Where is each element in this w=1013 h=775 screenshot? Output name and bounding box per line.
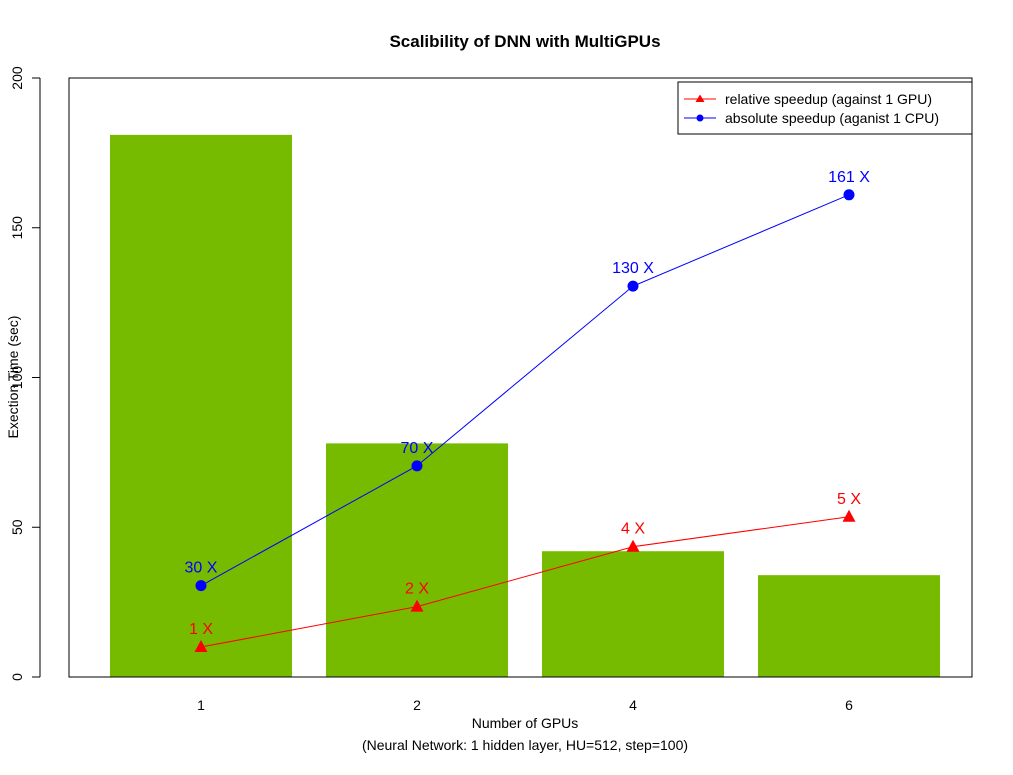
y-tick-label: 200 (9, 66, 25, 90)
data-point (626, 539, 640, 552)
data-point (627, 280, 639, 292)
x-tick-label: 6 (845, 697, 853, 713)
x-axis-label: Number of GPUs (472, 715, 579, 731)
chart-title: Scalibility of DNN with MultiGPUs (389, 32, 660, 51)
data-point (410, 599, 424, 612)
x-tick-label: 1 (197, 697, 205, 713)
y-tick-label: 100 (9, 366, 25, 390)
plot-frame (68, 77, 973, 678)
data-label: 1 X (189, 621, 213, 638)
x-axis: 1 2 4 6 (197, 697, 853, 713)
data-label: 5 X (837, 491, 861, 508)
data-point (194, 640, 208, 653)
bars-group (110, 134, 940, 677)
data-point (842, 509, 856, 522)
y-tick-label: 150 (9, 216, 25, 240)
bar (542, 551, 724, 677)
legend-label-relative: relative speedup (against 1 GPU) (725, 91, 932, 107)
x-tick-label: 4 (629, 697, 637, 713)
y-axis: 0 50 100 150 200 (9, 66, 41, 681)
y-tick-label: 50 (9, 519, 25, 535)
series-group (194, 189, 856, 653)
bar (326, 443, 508, 677)
data-label: 70 X (401, 440, 434, 457)
bar (758, 575, 940, 677)
y-tick-label: 0 (9, 673, 25, 681)
legend-box (677, 81, 973, 135)
x-tick-label: 2 (413, 697, 421, 713)
series-line (200, 194, 850, 587)
data-label: 2 X (405, 581, 429, 598)
bar (110, 134, 292, 677)
x-axis-sublabel: (Neural Network: 1 hidden layer, HU=512,… (362, 737, 688, 753)
legend-triangle-icon (695, 94, 705, 102)
series-line (200, 516, 850, 648)
data-label: 161 X (828, 169, 870, 186)
data-point (843, 189, 855, 201)
legend: relative speedup (against 1 GPU) absolut… (677, 81, 973, 135)
legend-circle-icon (696, 114, 704, 122)
legend-label-absolute: absolute speedup (aganist 1 CPU) (725, 110, 939, 126)
data-label: 130 X (612, 260, 654, 277)
data-labels-group: 1 X 2 X 4 X 5 X 30 X 70 X 130 X 161 X (185, 169, 871, 638)
data-point (411, 460, 423, 472)
data-label: 4 X (621, 521, 645, 538)
y-axis-label: Exection Time (sec) (5, 316, 21, 439)
data-label: 30 X (185, 560, 218, 577)
data-point (195, 580, 207, 592)
